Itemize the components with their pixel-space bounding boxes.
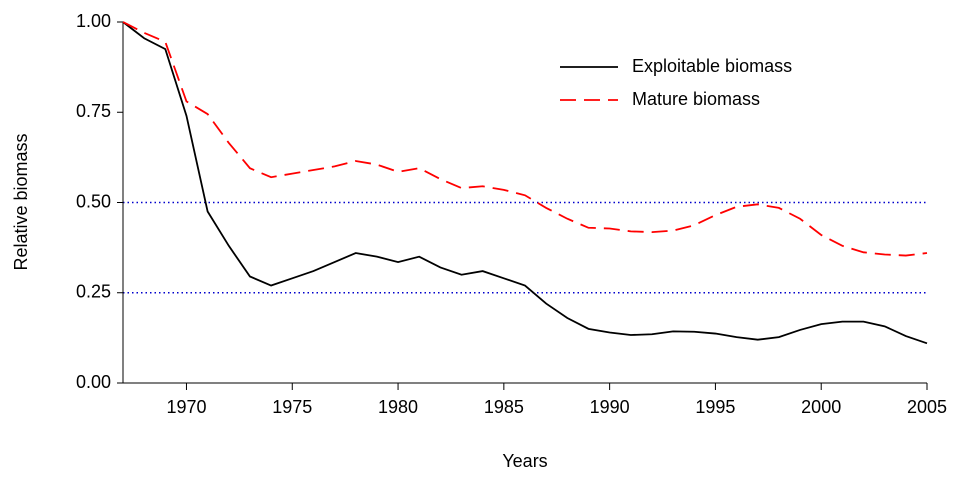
series-line (122, 21, 928, 257)
y-tick-label: 0.50 (76, 191, 111, 211)
x-axis-label: Years (502, 451, 547, 471)
x-tick-label: 1980 (378, 397, 418, 417)
legend-label: Exploitable biomass (632, 56, 792, 76)
x-tick-label: 1995 (695, 397, 735, 417)
x-tick-label: 1970 (166, 397, 206, 417)
y-tick-label: 0.75 (76, 101, 111, 121)
x-tick-label: 2005 (907, 397, 947, 417)
y-tick-label: 0.25 (76, 282, 111, 302)
x-tick-label: 1975 (272, 397, 312, 417)
legend-label: Mature biomass (632, 89, 760, 109)
x-tick-label: 1990 (590, 397, 630, 417)
y-tick-label: 1.00 (76, 11, 111, 31)
y-axis-label: Relative biomass (11, 133, 31, 270)
x-tick-label: 1985 (484, 397, 524, 417)
y-tick-label: 0.00 (76, 372, 111, 392)
series-line (122, 21, 928, 345)
x-tick-label: 2000 (801, 397, 841, 417)
